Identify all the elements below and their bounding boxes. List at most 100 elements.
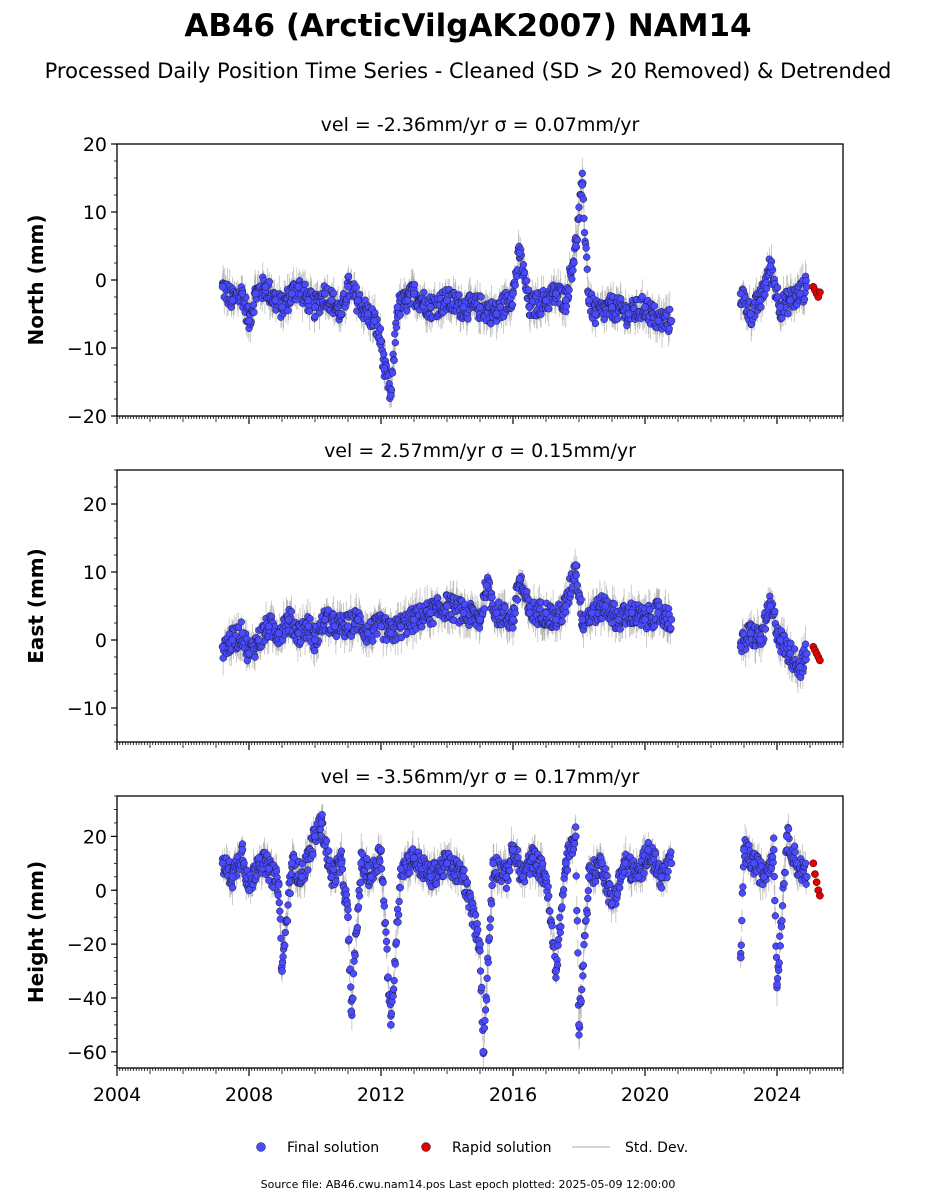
- east-final-point: [802, 649, 811, 658]
- east-final-point: [377, 622, 385, 631]
- north-final-point: [786, 296, 795, 305]
- height-final-point: [228, 872, 237, 881]
- height-final-point: [585, 872, 593, 881]
- x-tick-label: 2008: [225, 1084, 273, 1106]
- figure-subtitle: Processed Daily Position Time Series - C…: [45, 59, 892, 83]
- east-final-point: [601, 602, 610, 610]
- north-rapid-point: [816, 288, 824, 297]
- north-panel-title: vel = -2.36mm/yr σ = 0.07mm/yr: [321, 114, 640, 136]
- height-final-point: [278, 967, 286, 975]
- east-final-point: [304, 622, 313, 631]
- height-final-point: [528, 854, 537, 862]
- height-rapid-point: [811, 870, 819, 878]
- north-final-point: [380, 364, 389, 373]
- east-final-point: [746, 629, 755, 638]
- east-final-point: [509, 615, 517, 624]
- north-final-point: [585, 296, 593, 305]
- east-final-point: [786, 649, 795, 658]
- east-final-point: [614, 615, 623, 624]
- north-final-point: [304, 296, 313, 305]
- east-y-tick-label: 10: [83, 562, 107, 584]
- north-panel: vel = -2.36mm/yr σ = 0.07mm/yr North (mm…: [24, 114, 844, 428]
- height-rapid-point: [816, 891, 824, 900]
- east-final-point: [476, 615, 484, 624]
- east-final-point: [482, 581, 491, 590]
- east-final-point: [552, 615, 560, 624]
- east-final-point: [776, 636, 785, 644]
- north-final-point: [796, 289, 804, 298]
- north-final-point: [278, 303, 286, 312]
- east-final-point: [410, 615, 418, 624]
- north-final-point: [387, 391, 395, 400]
- x-tick-label: 2016: [489, 1084, 537, 1106]
- east-final-point: [443, 602, 451, 610]
- north-y-tick-label: 0: [95, 270, 107, 292]
- height-final-point: [792, 859, 801, 868]
- east-final-point: [515, 574, 524, 583]
- east-final-point: [766, 602, 775, 610]
- height-final-point: [264, 864, 273, 873]
- east-final-point: [561, 602, 570, 610]
- height-final-point: [644, 846, 653, 854]
- east-final-point: [459, 608, 468, 617]
- north-final-point: [492, 310, 501, 318]
- height-final-point: [255, 854, 263, 862]
- east-final-point: [264, 622, 273, 631]
- east-final-point: [311, 636, 319, 644]
- north-final-point: [311, 303, 319, 312]
- height-final-point: [621, 859, 630, 868]
- height-final-point: [347, 1007, 356, 1016]
- east-panel: vel = 2.57mm/yr σ = 0.15mm/yr East (mm) …: [24, 440, 844, 750]
- north-final-point: [561, 296, 570, 305]
- x-tick-label: 2020: [621, 1084, 669, 1106]
- north-final-point: [542, 296, 550, 305]
- legend-rapid-marker: [421, 1142, 431, 1152]
- east-plot-area: [218, 548, 824, 693]
- north-final-point: [736, 289, 745, 298]
- north-final-point: [354, 296, 362, 305]
- height-final-point: [327, 872, 336, 881]
- east-final-point: [627, 608, 636, 617]
- north-final-point: [667, 316, 676, 325]
- x-tick-label: 2012: [357, 1084, 405, 1106]
- east-final-point: [396, 622, 405, 631]
- north-plot-area: [218, 157, 824, 409]
- east-final-point: [255, 636, 263, 644]
- north-final-point: [393, 303, 402, 312]
- height-final-point: [396, 864, 405, 873]
- legend-rapid-label: Rapid solution: [452, 1140, 552, 1156]
- height-final-point: [377, 846, 385, 854]
- height-final-point: [479, 1047, 488, 1056]
- east-final-point: [525, 608, 534, 617]
- height-final-point: [344, 913, 352, 922]
- east-final-point: [330, 622, 339, 631]
- height-rapid-point: [809, 859, 818, 868]
- north-final-point: [218, 282, 227, 291]
- north-final-point: [245, 316, 253, 325]
- east-final-point: [756, 636, 765, 644]
- east-final-point: [796, 663, 804, 672]
- north-final-point: [261, 282, 270, 291]
- north-y-axis-label: North (mm): [24, 214, 48, 345]
- east-rapid-point: [816, 656, 824, 665]
- source-note: Source file: AB46.cwu.nam14.pos Last epo…: [261, 1178, 676, 1191]
- north-final-point: [509, 289, 517, 298]
- height-final-point: [519, 872, 527, 881]
- height-panel: vel = -3.56mm/yr σ = 0.17mm/yr Height (m…: [24, 766, 844, 1106]
- height-final-point: [489, 859, 498, 868]
- height-final-point: [426, 872, 435, 881]
- east-final-point: [228, 636, 237, 644]
- east-final-point: [588, 608, 597, 617]
- height-final-point: [357, 859, 366, 868]
- east-final-cloud: [218, 561, 810, 681]
- east-y-axis-label: East (mm): [24, 548, 48, 664]
- north-final-point: [552, 289, 560, 298]
- height-final-point: [773, 980, 781, 989]
- north-final-point: [251, 289, 260, 298]
- east-y-tick-label: 20: [83, 494, 107, 516]
- legend: Final solution Rapid solution Std. Dev.: [256, 1140, 688, 1156]
- east-final-point: [294, 629, 303, 638]
- north-final-point: [228, 296, 237, 305]
- north-final-point: [641, 303, 649, 312]
- height-final-point: [387, 1021, 395, 1029]
